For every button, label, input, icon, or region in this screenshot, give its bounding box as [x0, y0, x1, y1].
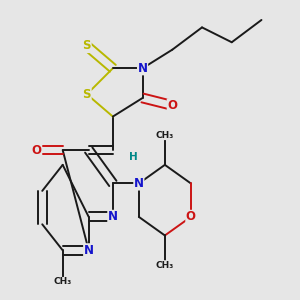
Text: CH₃: CH₃ — [156, 261, 174, 270]
Text: H: H — [129, 152, 138, 162]
Text: CH₃: CH₃ — [156, 130, 174, 140]
Text: N: N — [84, 244, 94, 257]
Text: S: S — [82, 40, 91, 52]
Text: CH₃: CH₃ — [54, 278, 72, 286]
Text: N: N — [134, 177, 144, 190]
Text: O: O — [167, 99, 177, 112]
Text: S: S — [82, 88, 91, 101]
Text: N: N — [138, 62, 148, 75]
Text: N: N — [108, 210, 118, 224]
Text: O: O — [186, 210, 196, 224]
Text: O: O — [32, 143, 42, 157]
